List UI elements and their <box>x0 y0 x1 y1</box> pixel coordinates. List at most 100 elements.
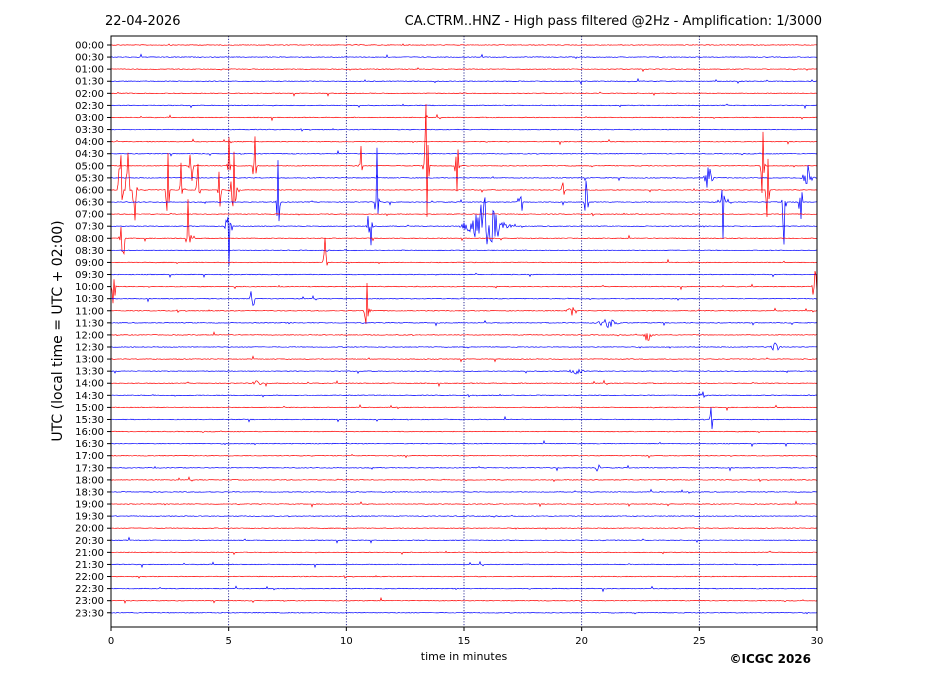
y-tick-label: 01:30 <box>75 77 104 88</box>
trace-row <box>110 212 818 217</box>
x-axis-label: time in minutes <box>421 650 508 663</box>
trace-row <box>110 128 818 132</box>
trace-row <box>110 249 818 252</box>
trace-row <box>110 585 818 593</box>
trace-row <box>110 197 818 266</box>
trace-row <box>110 103 818 110</box>
y-tick-label: 03:00 <box>75 113 104 124</box>
trace-row <box>110 368 818 375</box>
x-tick-label: 10 <box>340 636 353 647</box>
y-tick-label: 06:30 <box>75 198 104 209</box>
y-tick-label: 15:00 <box>75 403 104 414</box>
trace-row <box>110 404 818 412</box>
trace-row <box>110 464 818 472</box>
chart-title: CA.CTRM..HNZ - High pass filtered @2Hz -… <box>405 14 822 29</box>
y-tick-label: 03:30 <box>75 125 104 136</box>
y-tick-label: 13:30 <box>75 367 104 378</box>
trace-row <box>110 53 818 59</box>
y-tick-label: 17:30 <box>75 463 104 474</box>
y-tick-label: 02:30 <box>75 101 104 112</box>
trace-row <box>110 77 818 85</box>
trace-row <box>110 596 818 604</box>
y-tick-label: 21:30 <box>75 560 104 571</box>
trace-row <box>110 527 818 530</box>
y-tick-label: 20:30 <box>75 536 104 547</box>
y-tick-label: 17:00 <box>75 451 104 462</box>
y-tick-label: 14:30 <box>75 391 104 402</box>
y-tick-label: 09:30 <box>75 270 104 281</box>
y-tick-label: 07:00 <box>75 210 104 221</box>
trace-row <box>111 488 818 494</box>
trace-row <box>110 151 818 221</box>
trace-row <box>110 147 818 245</box>
y-tick-label: 05:30 <box>75 173 104 184</box>
trace-row <box>110 379 818 388</box>
trace-row <box>110 104 818 217</box>
y-tick-label: 21:00 <box>75 548 104 559</box>
trace-row <box>110 575 818 579</box>
y-tick-label: 05:00 <box>75 161 104 172</box>
x-tick-label: 30 <box>811 636 824 647</box>
trace-row <box>110 611 818 615</box>
y-tick-label: 19:30 <box>75 512 104 523</box>
y-axis-ticks: 00:0000:3001:0001:3002:0002:3003:0003:30… <box>75 41 111 619</box>
y-tick-label: 00:30 <box>75 53 104 64</box>
trace-row <box>110 164 818 188</box>
y-tick-label: 23:30 <box>75 608 104 619</box>
y-tick-label: 16:00 <box>75 427 104 438</box>
y-tick-label: 13:00 <box>75 355 104 366</box>
trace-row <box>110 500 818 508</box>
trace-row <box>110 43 818 46</box>
grid-lines <box>228 36 700 627</box>
y-tick-label: 18:00 <box>75 475 104 486</box>
x-tick-label: 15 <box>458 636 471 647</box>
y-tick-label: 14:00 <box>75 379 104 390</box>
x-tick-label: 0 <box>108 636 114 647</box>
y-tick-label: 07:30 <box>75 222 104 233</box>
y-tick-label: 23:00 <box>75 596 104 607</box>
trace-row <box>110 407 818 430</box>
trace-row <box>110 391 818 399</box>
trace-row <box>110 453 818 459</box>
y-axis-label: UTC (local time = UTC + 02:00) <box>50 220 66 441</box>
y-tick-label: 19:00 <box>75 500 104 511</box>
y-tick-label: 10:00 <box>75 282 104 293</box>
y-tick-label: 04:00 <box>75 137 104 148</box>
trace-row <box>110 91 818 97</box>
trace-row <box>110 331 818 341</box>
x-tick-label: 5 <box>225 636 231 647</box>
x-tick-label: 25 <box>693 636 706 647</box>
trace-row <box>110 113 818 122</box>
trace-row <box>110 291 818 307</box>
y-tick-label: 20:00 <box>75 524 104 535</box>
y-tick-label: 01:00 <box>75 65 104 76</box>
trace-row <box>111 283 818 324</box>
y-tick-label: 00:00 <box>75 41 104 52</box>
y-tick-label: 22:30 <box>75 584 104 595</box>
trace-row <box>110 355 818 363</box>
trace-row <box>110 476 818 483</box>
trace-rows <box>110 43 818 615</box>
y-tick-label: 06:00 <box>75 185 104 196</box>
trace-row <box>110 514 818 518</box>
y-tick-label: 04:30 <box>75 149 104 160</box>
y-tick-label: 10:30 <box>75 294 104 305</box>
trace-row <box>110 318 818 329</box>
trace-row <box>110 237 818 266</box>
y-tick-label: 11:30 <box>75 318 104 329</box>
trace-row <box>110 272 818 278</box>
trace-row <box>110 430 818 434</box>
y-tick-label: 16:30 <box>75 439 104 450</box>
trace-row <box>110 536 818 544</box>
y-tick-label: 11:00 <box>75 306 104 317</box>
y-tick-label: 09:00 <box>75 258 104 269</box>
x-tick-label: 20 <box>575 636 588 647</box>
date-label: 22-04-2026 <box>105 14 181 29</box>
trace-row <box>110 550 818 556</box>
y-tick-label: 12:00 <box>75 330 104 341</box>
y-tick-label: 02:00 <box>75 89 104 100</box>
copyright-label: ©ICGC 2026 <box>729 652 811 666</box>
trace-row <box>110 199 818 256</box>
